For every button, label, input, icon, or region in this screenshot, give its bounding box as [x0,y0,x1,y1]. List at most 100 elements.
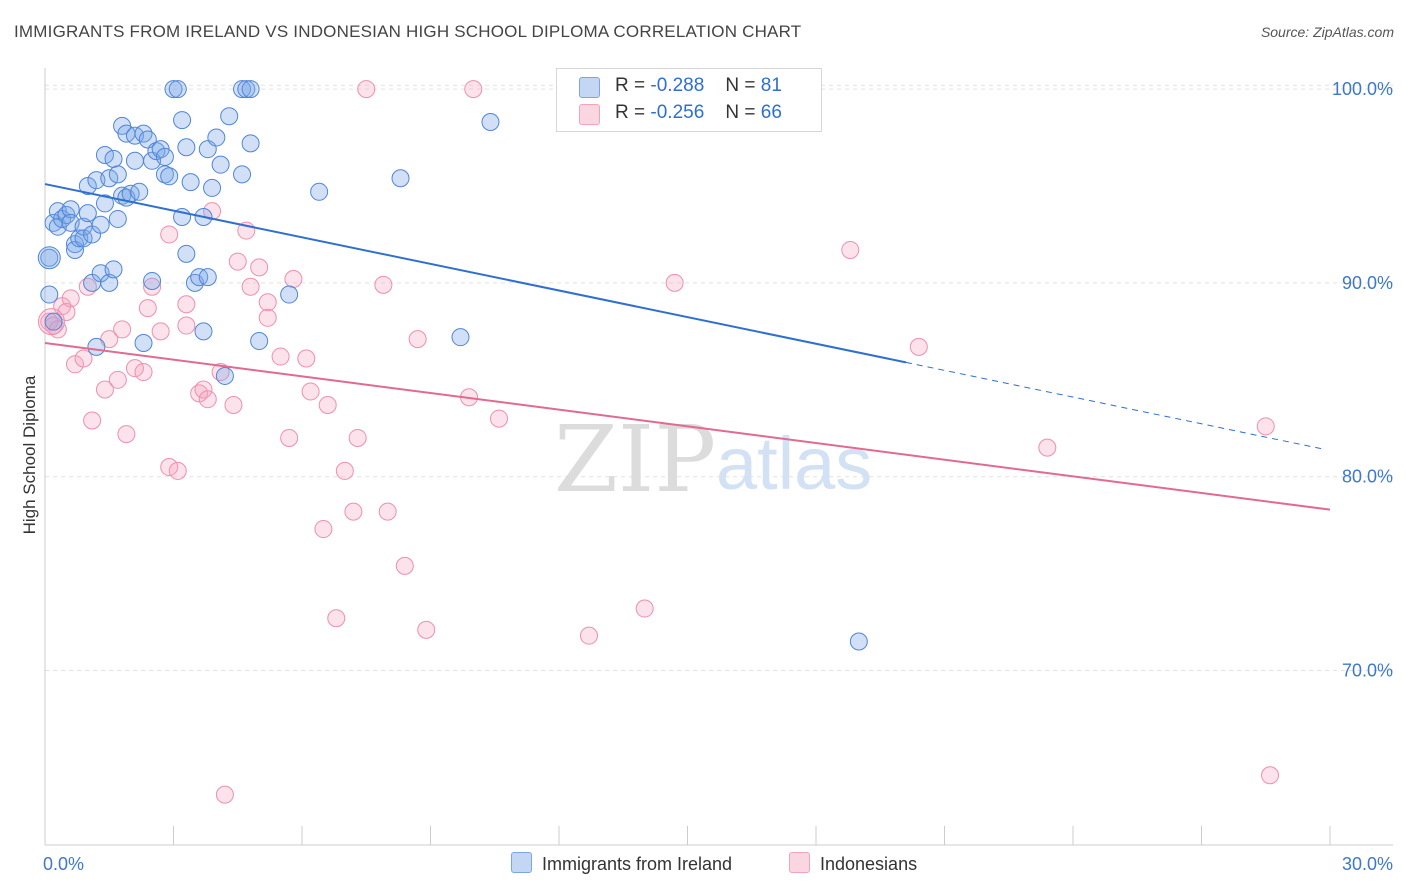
data-point-indonesians [258,293,277,312]
data-point-indonesians [635,599,654,618]
data-point-indonesians [909,337,928,356]
data-point-indonesians [108,370,127,389]
data-point-indonesians [215,785,234,804]
data-point-indonesians [464,80,483,99]
data-point-ireland [87,337,106,356]
data-point-indonesians [841,240,860,259]
data-point-indonesians [1038,438,1057,457]
data-point-indonesians [57,302,76,321]
data-point-indonesians [271,347,290,366]
data-point-indonesians [160,225,179,244]
data-point-indonesians [258,308,277,327]
data-point-ireland [173,111,192,130]
data-point-indonesians [228,252,247,271]
data-point-indonesians [160,458,179,477]
data-point-ireland [241,134,260,153]
data-point-ireland [280,285,299,304]
data-point-ireland [95,145,114,164]
data-point-indonesians [250,258,269,277]
bottom-legend-swatch-indonesians [789,852,810,873]
data-point-indonesians [348,428,367,447]
data-point-indonesians [151,322,170,341]
data-point-ireland [215,366,234,385]
data-point-indonesians [344,502,363,521]
data-point-indonesians [665,273,684,292]
data-point-indonesians [143,277,162,296]
data-point-ireland [164,80,183,99]
data-point-indonesians [241,277,260,296]
data-point-indonesians [301,382,320,401]
data-point-ireland [310,182,329,201]
stats-legend: R = -0.288 N = 81 R = -0.256 N = 66 [556,68,822,132]
data-point-ireland [198,268,217,287]
trend-line-ireland-extension [905,361,1326,451]
data-point-indonesians [198,390,217,409]
x-tick-label: 30.0% [1342,854,1393,874]
data-point-ireland [237,80,256,99]
data-point-indonesians [280,428,299,447]
data-point-indonesians [579,626,598,645]
data-point-ireland [130,182,149,201]
bottom-legend-indonesians: Indonesians [789,852,917,875]
bottom-legend-label-ireland: Immigrants from Ireland [542,854,733,874]
legend-r-value-indonesians: -0.256 [650,102,705,123]
data-point-ireland [250,332,269,351]
axes [44,68,1393,846]
data-point-ireland [78,204,97,223]
data-point-ireland [207,128,226,147]
data-point-ireland [211,155,230,174]
legend-n-label: N = [725,102,756,123]
data-point-indonesians [83,411,102,430]
data-point-ireland [40,248,59,267]
data-point-ireland [177,244,196,263]
data-point-ireland [61,200,80,219]
watermark-zip: ZIP [554,406,716,513]
watermark-atlas: atlas [716,422,872,505]
legend-r-label: R = [615,102,646,123]
data-point-ireland [95,194,114,213]
y-tick-label: 70.0% [1342,661,1393,681]
data-point-ireland [194,322,213,341]
data-point-indonesians [417,620,436,639]
data-point-ireland [40,285,59,304]
data-point-indonesians [284,270,303,289]
trend-line-indonesians [44,341,1331,511]
trend-line-ireland [44,183,907,364]
tick-labels: 100.0% 90.0% 80.0% 70.0% 0.0% 30.0% High Schoo… [20,79,1393,874]
data-point-ireland [91,215,110,234]
bottom-legend-swatch-ireland [511,852,532,873]
data-point-ireland [100,169,119,188]
trend-lines [44,183,1331,511]
legend-n-value-indonesians: 66 [760,102,782,123]
zipatlas-watermark: ZIP atlas [554,406,872,513]
data-point-ireland [44,312,63,331]
data-point-indonesians [378,502,397,521]
data-point-indonesians [318,396,337,415]
data-point-ireland [181,173,200,192]
data-point-indonesians [314,520,333,539]
data-point-indonesians [224,396,243,415]
data-point-indonesians [335,461,354,480]
data-point-ireland [849,632,868,651]
data-point-indonesians [490,409,509,428]
chart-title: IMMIGRANTS FROM IRELAND VS INDONESIAN HI… [14,22,802,41]
data-point-ireland [134,333,153,352]
data-point-indonesians [1261,766,1280,785]
chart-source: Source: ZipAtlas.com [1260,24,1394,40]
data-point-indonesians [194,380,213,399]
legend-swatch-ireland [579,77,600,98]
data-point-ireland [104,260,123,279]
data-point-ireland [391,169,410,188]
series-ireland [37,80,868,651]
data-point-indonesians [37,308,65,336]
data-point-ireland [104,149,123,168]
data-point-ireland [143,271,162,290]
data-point-indonesians [95,380,114,399]
data-point-ireland [481,113,500,132]
data-point-ireland [241,80,260,99]
data-point-indonesians [117,425,136,444]
y-axis-label: High School Diploma [20,375,39,534]
series-indonesians [37,80,1280,804]
data-point-ireland [168,80,187,99]
